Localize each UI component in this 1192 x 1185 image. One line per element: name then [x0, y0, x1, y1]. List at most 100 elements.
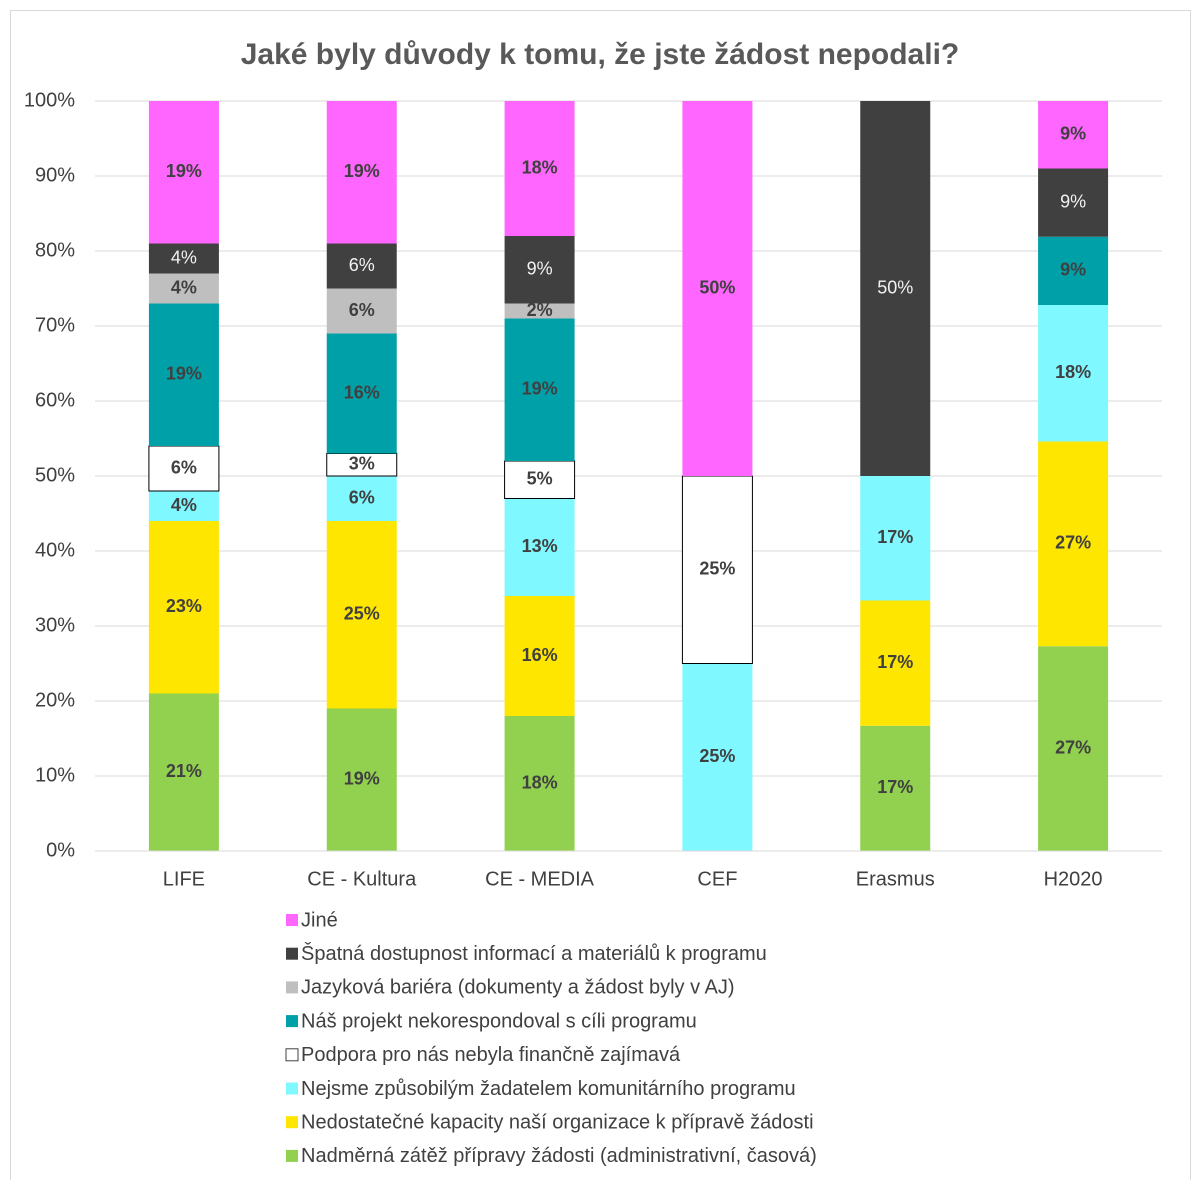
data-label: 6%: [349, 300, 375, 320]
data-label: 18%: [522, 772, 558, 792]
bar-segment: [326, 288, 397, 334]
data-label: 18%: [522, 157, 558, 177]
legend-label: Nejsme způsobilým žadatelem komunitárníh…: [301, 1078, 796, 1100]
bar-segment: [326, 476, 397, 521]
bar-segment: [504, 101, 575, 236]
data-label: 50%: [699, 277, 735, 297]
data-label: 9%: [527, 259, 553, 279]
bar-segment: [148, 273, 219, 304]
data-label: 21%: [166, 761, 202, 781]
bar-segment: [860, 476, 931, 601]
x-tick-label: LIFE: [163, 868, 205, 890]
data-label: 17%: [877, 652, 913, 672]
data-label: 4%: [171, 277, 197, 297]
bar-segment: [326, 333, 397, 454]
x-tick-label: H2020: [1044, 868, 1103, 890]
bar-segment: [504, 498, 575, 596]
y-tick-label: 80%: [35, 239, 75, 261]
bar-segment: [148, 243, 219, 274]
data-label: 4%: [171, 495, 197, 515]
data-label: 9%: [1060, 191, 1086, 211]
y-tick-label: 10%: [35, 764, 75, 786]
y-tick-label: 60%: [35, 389, 75, 411]
y-tick-label: 90%: [35, 164, 75, 186]
legend-swatch: [285, 1048, 299, 1062]
x-tick-label: CEF: [697, 868, 737, 890]
bar-segment: [504, 596, 575, 716]
data-label: 17%: [877, 527, 913, 547]
bar-segment: [1038, 646, 1109, 851]
bar-segment: [1038, 101, 1109, 169]
y-tick-label: 100%: [24, 89, 75, 111]
y-tick-label: 50%: [35, 464, 75, 486]
legend-swatch: [286, 981, 298, 994]
y-tick-label: 0%: [46, 839, 75, 861]
data-label: 25%: [699, 746, 735, 766]
bar-segment: [1038, 168, 1109, 237]
bar-segment: [504, 716, 575, 851]
bar-segment: [1038, 441, 1109, 647]
data-label: 16%: [522, 645, 558, 665]
bar-segment: [1038, 236, 1109, 305]
data-label: 27%: [1055, 533, 1091, 553]
data-label: 6%: [349, 255, 375, 275]
bar-segment: [148, 491, 219, 521]
chart-title: Jaké byly důvody k tomu, že jste žádost …: [241, 38, 960, 71]
data-label: 4%: [171, 247, 197, 267]
bar-segment: [504, 236, 575, 304]
bar-segment: [326, 243, 397, 289]
data-label: 6%: [349, 487, 375, 507]
data-label: 25%: [344, 604, 380, 624]
bar-segment: [326, 521, 397, 709]
y-tick-label: 70%: [35, 314, 75, 336]
data-label: 19%: [166, 161, 202, 181]
data-label: 2%: [527, 300, 553, 320]
data-label: 6%: [171, 457, 197, 477]
legend-label: Nadměrná zátěž přípravy žádosti (adminis…: [301, 1145, 817, 1167]
bar-segment: [860, 600, 931, 726]
chart-frame: [10, 10, 1191, 1185]
data-label: 9%: [1060, 124, 1086, 144]
x-tick-label: Erasmus: [856, 868, 935, 890]
bar-segment: [148, 445, 220, 492]
x-tick-label: CE - Kultura: [307, 868, 417, 890]
data-label: 25%: [699, 559, 735, 579]
data-label: 5%: [527, 469, 553, 489]
legend-label: Špatná dostupnost informací a materiálů …: [301, 942, 767, 965]
legend-swatch: [286, 1149, 298, 1162]
legend-label: Náš projekt nekorespondoval s cíli progr…: [301, 1010, 697, 1032]
y-tick-label: 20%: [35, 689, 75, 711]
bar-segment: [148, 303, 219, 446]
legend-label: Podpora pro nás nebyla finančně zajímavá: [301, 1044, 681, 1066]
x-tick-label: CE - MEDIA: [485, 868, 595, 890]
bar-segment: [504, 303, 575, 319]
bar-segment: [148, 101, 219, 244]
bar-segment: [682, 663, 753, 851]
bar-segment: [681, 475, 753, 664]
legend-label: Jazyková bariéra (dokumenty a žádost byl…: [301, 977, 735, 999]
legend-swatch: [286, 914, 298, 926]
data-label: 19%: [344, 161, 380, 181]
bar-segment: [148, 693, 219, 851]
legend-swatch: [286, 1082, 298, 1095]
legend-label: Jiné: [301, 909, 338, 931]
legend-label: Nedostatečné kapacity naší organizace k …: [301, 1111, 814, 1133]
data-label: 19%: [344, 769, 380, 789]
legend-swatch: [286, 1116, 298, 1129]
data-label: 16%: [344, 382, 380, 402]
bar-segment: [326, 708, 397, 851]
data-label: 23%: [166, 596, 202, 616]
bar-segment: [504, 460, 576, 499]
legend-swatch: [286, 1015, 298, 1028]
bar-segment: [860, 101, 931, 476]
data-label: 17%: [877, 777, 913, 797]
data-label: 3%: [349, 454, 375, 474]
data-label: 9%: [1060, 260, 1086, 280]
bar-segment: [860, 725, 931, 851]
bar-segment: [326, 101, 397, 244]
bar-segment: [1038, 305, 1109, 442]
data-label: 19%: [522, 379, 558, 399]
data-label: 27%: [1055, 737, 1091, 757]
y-tick-label: 40%: [35, 539, 75, 561]
